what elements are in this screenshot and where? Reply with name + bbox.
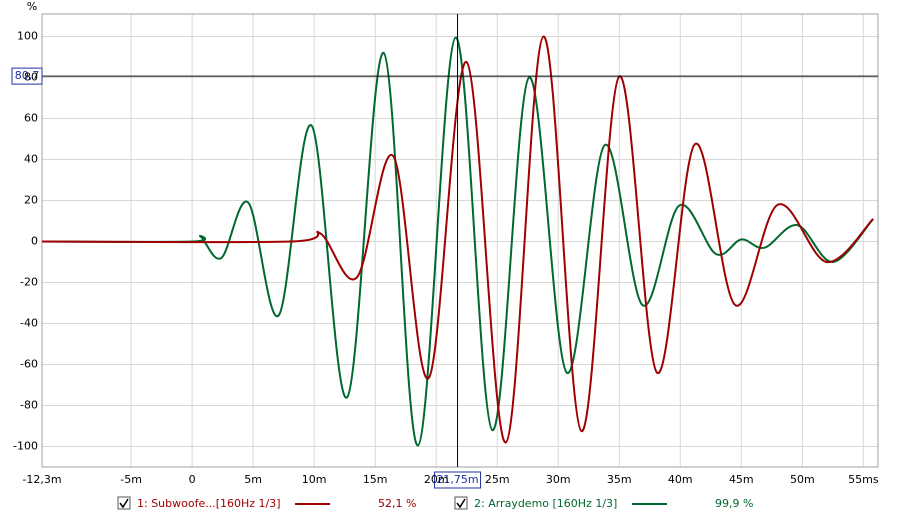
checkmark (119, 498, 129, 509)
y-tick-label: 20 (24, 194, 38, 207)
x-tick-label: 25m (485, 473, 510, 486)
y-tick-label: -100 (13, 440, 38, 453)
legend-readout: 99,9 % (715, 497, 753, 510)
legend-checkbox[interactable] (117, 496, 131, 510)
x-tick-label: 10m (302, 473, 327, 486)
x-tick-label: 5m (244, 473, 262, 486)
y-tick-label: 100 (17, 30, 38, 43)
y-tick-label: 40 (24, 153, 38, 166)
cursor-y-label: 80,7 (15, 69, 40, 82)
series-line (41, 36, 874, 447)
cursor-x-label: 21,75m (436, 473, 478, 486)
x-tick-label: 30m (546, 473, 571, 486)
x-tick-label: 20m (424, 473, 449, 486)
overlay: 80,7 21,75m (11, 14, 878, 489)
y-axis-label: % (27, 0, 37, 13)
cursor-y-box (11, 67, 43, 85)
checkmark (456, 498, 466, 509)
lines (41, 35, 874, 447)
y-tick-label: -80 (20, 399, 38, 412)
x-tick-label: -12,3m (22, 473, 61, 486)
x-tick-label: 0 (189, 473, 196, 486)
grid (41, 14, 878, 467)
y-tick-label: -40 (20, 317, 38, 330)
x-tick-label: 15m (363, 473, 388, 486)
x-tick-label: 35m (607, 473, 632, 486)
x-tick-label: 40m (668, 473, 693, 486)
cursor-x-box (434, 471, 482, 489)
x-tick-label: 45m (729, 473, 754, 486)
legend-checkbox[interactable] (454, 496, 468, 510)
plot-frame (41, 13, 879, 468)
x-tick-label: 50m (790, 473, 815, 486)
y-tick-label: 60 (24, 112, 38, 125)
x-tick-label: -5m (120, 473, 142, 486)
legend-label: 2: Arraydemo [160Hz 1/3] (474, 497, 617, 510)
series-line (41, 35, 874, 444)
y-tick-label: -20 (20, 276, 38, 289)
legend-readout: 52,1 % (378, 497, 416, 510)
y-tick-label: -60 (20, 358, 38, 371)
x-tick-label: 55ms (848, 473, 879, 486)
y-tick-label: 0 (31, 235, 38, 248)
legend-label: 1: Subwoofe...[160Hz 1/3] (137, 497, 281, 510)
y-tick-label: 80 (24, 71, 38, 84)
